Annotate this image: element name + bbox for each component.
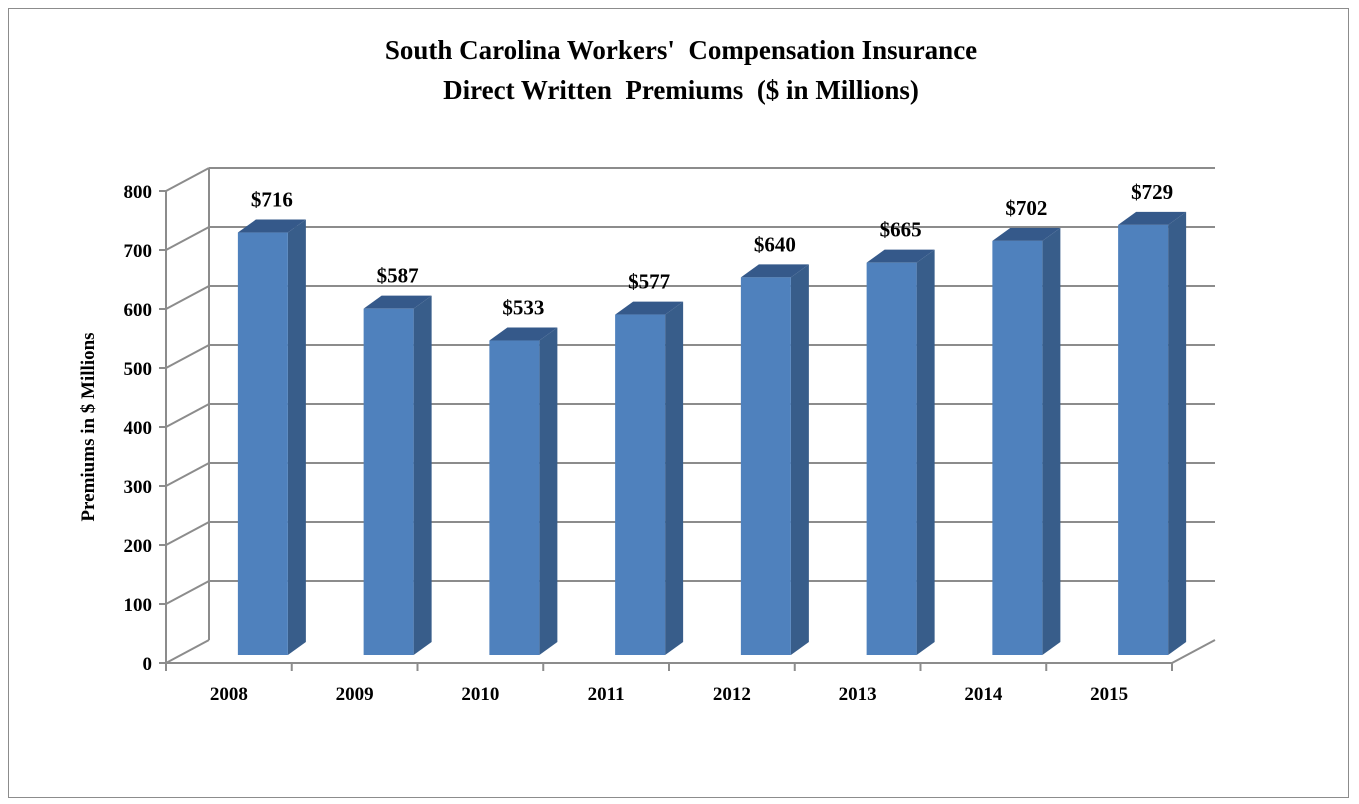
- bar-side: [1168, 211, 1187, 655]
- bar: [489, 340, 540, 655]
- x-tick-label: 2010: [461, 684, 499, 705]
- gridline-side: [165, 403, 210, 428]
- y-tick-label: 200: [124, 536, 153, 557]
- y-tick-label: 700: [124, 241, 153, 262]
- x-tick-label: 2015: [1090, 684, 1128, 705]
- bar-top: [615, 301, 684, 315]
- bar: [363, 308, 414, 655]
- floor-right-edge: [1171, 639, 1216, 664]
- axes: [159, 190, 1173, 671]
- data-label: $729: [1131, 180, 1173, 204]
- y-tick-label: 800: [124, 182, 153, 203]
- y-tick-label: 0: [143, 654, 153, 675]
- y-tick-label: 500: [124, 359, 153, 380]
- x-tick-label: 2013: [839, 684, 877, 705]
- labels: 0 100 200 300 400 500 600 700 800 2008 $716 2009 $58…: [124, 180, 1174, 705]
- bar-side: [539, 327, 558, 655]
- gridline-side: [165, 521, 210, 546]
- y-tick-label: 400: [124, 418, 153, 439]
- x-tick-label: 2008: [210, 684, 248, 705]
- bar-side: [287, 219, 306, 655]
- bar: [615, 314, 666, 655]
- bar-top: [489, 327, 558, 341]
- chart-title-line-2: Direct Written Premiums ($ in Millions): [443, 75, 919, 105]
- gridline-side: [165, 462, 210, 487]
- bars: [237, 211, 1187, 655]
- bar-top: [866, 249, 935, 263]
- data-label: $665: [880, 218, 922, 242]
- chart-title: South Carolina Workers' Compensation Ins…: [385, 35, 977, 105]
- data-label: $640: [754, 232, 796, 256]
- data-label: $716: [251, 188, 293, 212]
- gridline-side: [165, 167, 210, 192]
- gridline-side: [165, 344, 210, 369]
- bar-side: [790, 264, 809, 655]
- gridline-side: [165, 285, 210, 310]
- bar-top: [740, 264, 809, 278]
- bar-top: [992, 227, 1061, 241]
- y-tick-label: 600: [124, 300, 153, 321]
- bar-side: [665, 301, 684, 655]
- bar: [992, 240, 1043, 655]
- bar: [740, 277, 791, 655]
- bar: [1118, 224, 1169, 655]
- bar: [866, 262, 917, 655]
- gridline-side: [165, 226, 210, 251]
- data-label: $533: [502, 296, 544, 320]
- bar-side: [1042, 227, 1061, 655]
- data-label: $702: [1005, 196, 1047, 220]
- y-tick-label: 300: [124, 477, 153, 498]
- bar-top: [363, 295, 432, 309]
- bar-side: [413, 295, 432, 655]
- x-tick-label: 2014: [964, 684, 1003, 705]
- chart-title-line-1: South Carolina Workers' Compensation Ins…: [385, 35, 977, 65]
- y-axis-title: Premiums in $ Millions: [78, 332, 99, 521]
- bar-top: [237, 219, 306, 233]
- x-tick-label: 2009: [336, 684, 374, 705]
- x-tick-label: 2011: [588, 684, 625, 705]
- data-label: $577: [628, 270, 670, 294]
- y-tick-label: 100: [124, 595, 153, 616]
- bar-top: [1118, 211, 1187, 225]
- bar: [237, 232, 288, 655]
- bar-side: [916, 249, 935, 655]
- data-label: $587: [377, 264, 419, 288]
- gridline-side: [165, 639, 210, 664]
- gridline-side: [165, 580, 210, 605]
- x-tick-label: 2012: [713, 684, 751, 705]
